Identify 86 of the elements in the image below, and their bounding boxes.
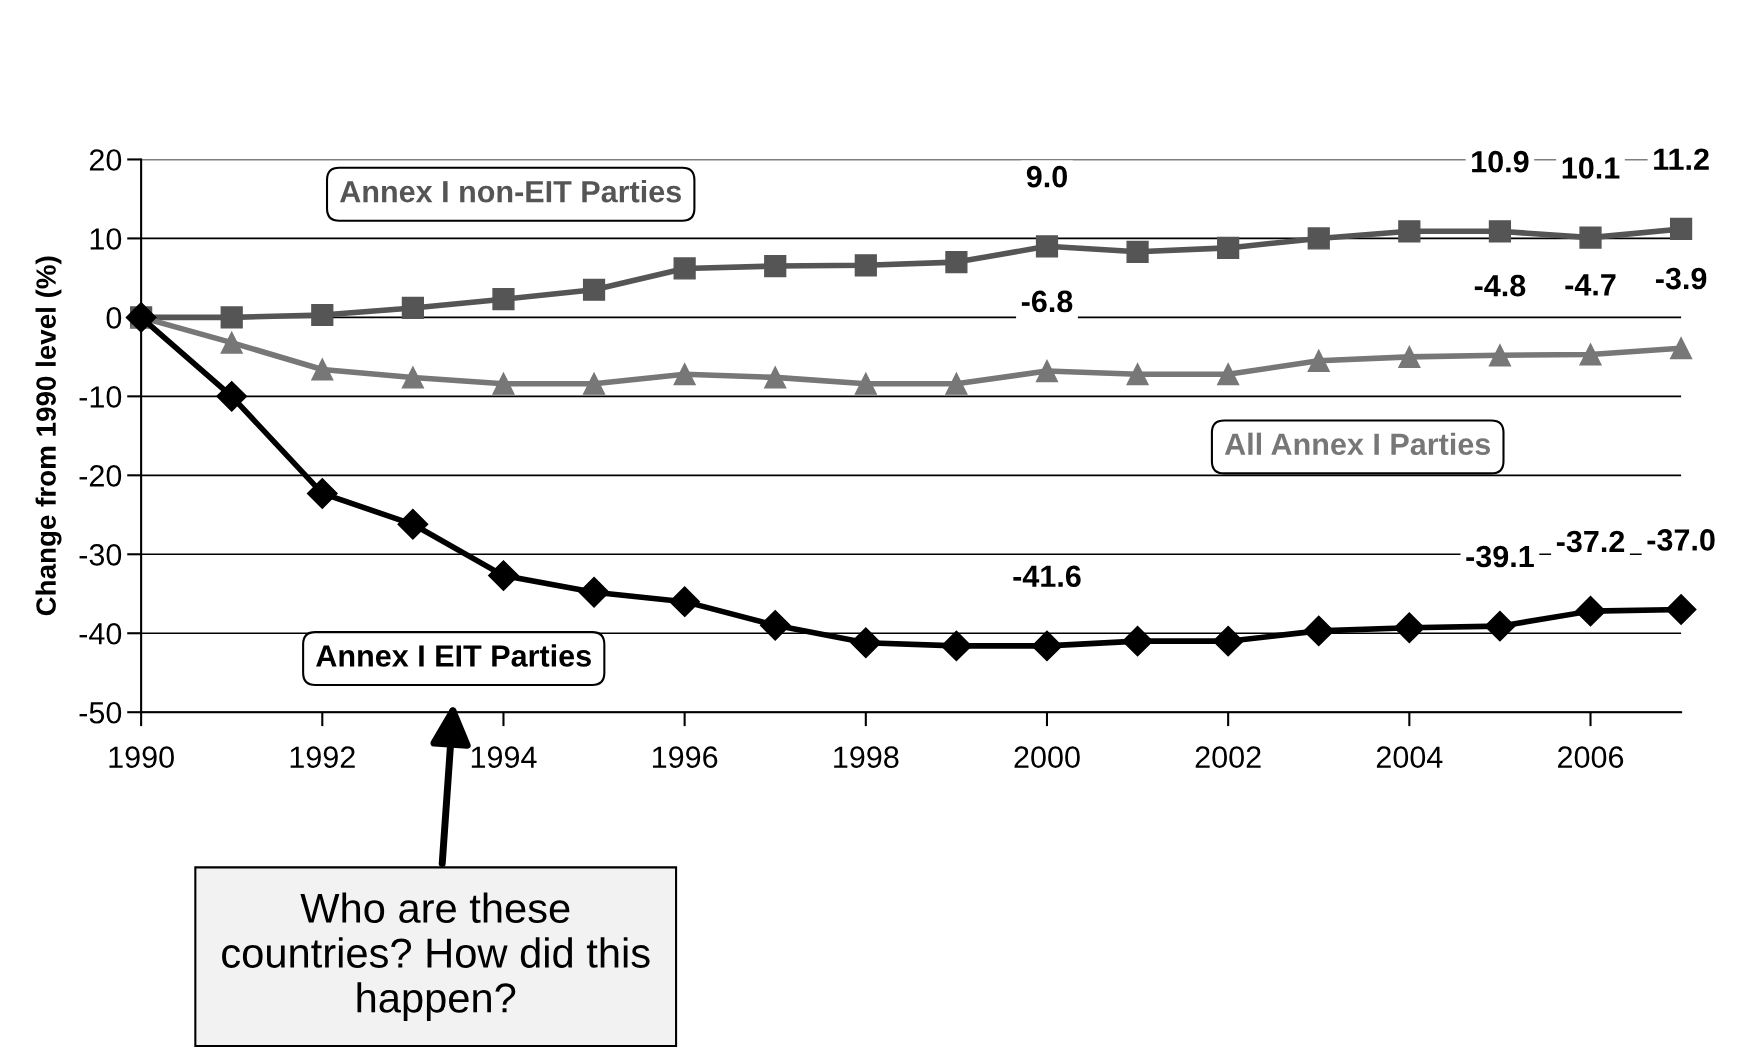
y-tick-label: -50 bbox=[79, 701, 122, 724]
x-tick-label: 1998 bbox=[834, 746, 899, 768]
point bbox=[220, 331, 243, 354]
point bbox=[1669, 337, 1693, 360]
text: Who are these countries? How did this happen? bbox=[222, 892, 650, 1021]
x-tick-label: 2002 bbox=[1195, 746, 1261, 768]
x-tick-label: 2000 bbox=[1014, 746, 1080, 768]
x-tick-label: 1992 bbox=[290, 746, 355, 768]
point bbox=[764, 254, 787, 278]
data-label: -6.8 bbox=[1021, 290, 1073, 313]
point bbox=[1303, 615, 1335, 647]
point bbox=[401, 366, 424, 389]
point bbox=[220, 306, 243, 329]
point bbox=[125, 301, 157, 333]
y-tick-label: 20 bbox=[89, 149, 122, 171]
data-label: -41.6 bbox=[1013, 565, 1081, 588]
y-tick-label: 10 bbox=[90, 228, 122, 250]
point bbox=[1035, 359, 1059, 383]
y-tick-label: 0 bbox=[106, 307, 122, 329]
series-label: Annex I EIT Parties bbox=[316, 644, 591, 667]
point bbox=[1398, 220, 1421, 243]
point bbox=[673, 257, 696, 280]
point bbox=[1575, 595, 1606, 627]
data-label: 10.1 bbox=[1562, 157, 1620, 179]
point bbox=[311, 358, 334, 381]
point bbox=[1307, 227, 1330, 250]
point bbox=[1126, 240, 1149, 263]
point bbox=[759, 609, 791, 641]
data-label: 9.0 bbox=[1026, 165, 1067, 188]
point bbox=[1031, 630, 1063, 662]
point bbox=[1307, 349, 1330, 372]
point bbox=[940, 630, 972, 662]
point bbox=[216, 380, 248, 412]
point bbox=[1217, 236, 1240, 260]
point bbox=[1217, 363, 1240, 386]
y-tick-label: -30 bbox=[79, 544, 122, 566]
y-tick-label: -40 bbox=[79, 622, 122, 645]
data-label: -4.8 bbox=[1474, 274, 1526, 297]
point bbox=[854, 372, 877, 395]
point bbox=[582, 372, 606, 395]
x-tick-label: 2004 bbox=[1376, 746, 1443, 768]
point bbox=[1579, 343, 1602, 366]
data-label: 10.9 bbox=[1472, 150, 1529, 173]
point bbox=[673, 363, 696, 386]
point bbox=[1484, 610, 1516, 642]
series-label: Annex I non-EIT Parties bbox=[340, 180, 681, 203]
point bbox=[582, 278, 606, 301]
point bbox=[945, 372, 968, 395]
point bbox=[945, 250, 968, 274]
data-label: -37.2 bbox=[1556, 530, 1625, 553]
point bbox=[669, 586, 701, 618]
point bbox=[578, 576, 610, 608]
point bbox=[1126, 363, 1149, 386]
point bbox=[492, 288, 515, 311]
data-label: -37.0 bbox=[1647, 529, 1715, 551]
x-tick-label: 1990 bbox=[109, 746, 174, 768]
y-tick-label: -20 bbox=[79, 465, 122, 487]
x-tick-label: 1994 bbox=[471, 746, 537, 768]
y-axis-title: Change from 1990 level (%) bbox=[35, 256, 62, 616]
point bbox=[311, 303, 334, 327]
point bbox=[397, 508, 429, 540]
point bbox=[764, 366, 787, 389]
point bbox=[1665, 594, 1697, 625]
point bbox=[492, 372, 515, 395]
point bbox=[1212, 625, 1244, 657]
point bbox=[1579, 226, 1602, 249]
point bbox=[854, 254, 877, 277]
x-tick-label: 1996 bbox=[652, 746, 718, 768]
point bbox=[1398, 345, 1421, 368]
point bbox=[1488, 344, 1512, 367]
point bbox=[850, 627, 882, 659]
point bbox=[1669, 217, 1693, 241]
point bbox=[1393, 612, 1425, 644]
data-label: 11.2 bbox=[1654, 148, 1709, 170]
point bbox=[1035, 235, 1059, 258]
point bbox=[488, 560, 519, 592]
point bbox=[1122, 625, 1153, 657]
data-label: -3.9 bbox=[1655, 267, 1707, 290]
point bbox=[306, 478, 338, 509]
x-tick-label: 2006 bbox=[1558, 746, 1624, 768]
data-label: -39.1 bbox=[1466, 545, 1534, 568]
series-label: All Annex I Parties bbox=[1224, 432, 1491, 456]
y-tick-label: -10 bbox=[79, 386, 122, 408]
data-label: -4.7 bbox=[1565, 274, 1616, 296]
point bbox=[401, 296, 424, 320]
point bbox=[1488, 220, 1512, 243]
